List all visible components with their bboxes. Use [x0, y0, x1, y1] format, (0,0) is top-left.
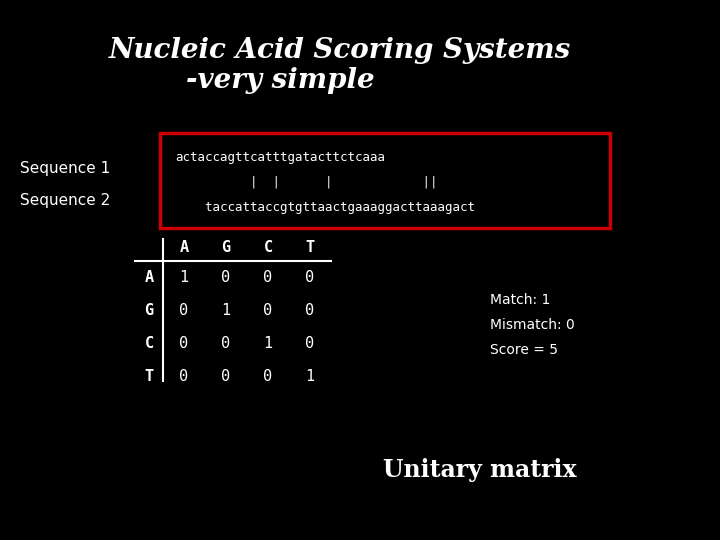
Text: 1: 1 [305, 369, 315, 384]
Text: 0: 0 [305, 336, 315, 351]
Text: 0: 0 [222, 270, 230, 285]
Text: Unitary matrix: Unitary matrix [383, 458, 577, 482]
Text: 0: 0 [179, 303, 189, 318]
Text: 0: 0 [179, 336, 189, 351]
Text: Nucleic Acid Scoring Systems: Nucleic Acid Scoring Systems [109, 37, 571, 64]
Text: 0: 0 [305, 303, 315, 318]
Text: G: G [222, 240, 230, 254]
Text: 1: 1 [179, 270, 189, 285]
Text: 0: 0 [264, 303, 273, 318]
Text: 0: 0 [222, 336, 230, 351]
Text: 0: 0 [305, 270, 315, 285]
Text: C: C [145, 336, 153, 351]
Text: G: G [145, 303, 153, 318]
Text: taccattaccgtgttaactgaaaggacttaaagact: taccattaccgtgttaactgaaaggacttaaagact [175, 200, 475, 213]
Text: 0: 0 [222, 369, 230, 384]
Text: T: T [145, 369, 153, 384]
Text: |  |      |            ||: | | | || [175, 176, 438, 188]
Text: A: A [179, 240, 189, 254]
Text: Mismatch: 0: Mismatch: 0 [490, 318, 575, 332]
Text: Sequence 1: Sequence 1 [20, 160, 110, 176]
Text: 0: 0 [264, 270, 273, 285]
Text: 1: 1 [264, 336, 273, 351]
Text: 0: 0 [179, 369, 189, 384]
Text: C: C [264, 240, 273, 254]
Text: 0: 0 [264, 369, 273, 384]
Text: -very simple: -very simple [186, 66, 374, 93]
Text: Match: 1: Match: 1 [490, 293, 550, 307]
Bar [160, 133, 610, 228]
Text: Sequence 2: Sequence 2 [20, 192, 110, 207]
Text: T: T [305, 240, 315, 254]
Text: Score = 5: Score = 5 [490, 343, 558, 357]
Text: A: A [145, 270, 153, 285]
Text: 1: 1 [222, 303, 230, 318]
Text: actaccagttcatttgatacttctcaaa: actaccagttcatttgatacttctcaaa [175, 151, 385, 164]
